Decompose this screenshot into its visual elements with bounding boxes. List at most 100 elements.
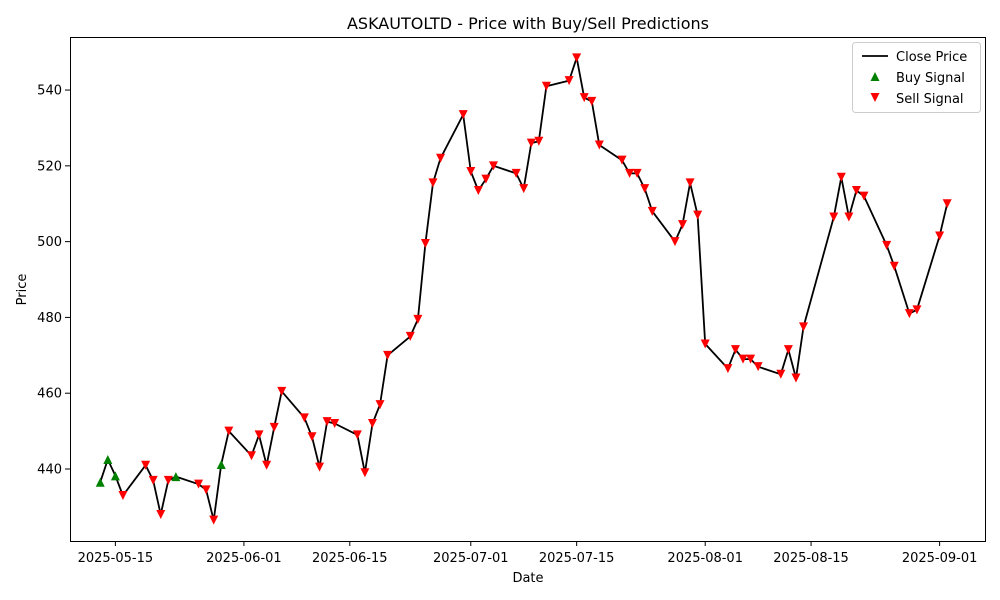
y-tick-label: 440: [37, 463, 62, 478]
sell-signal-marker: [163, 475, 173, 485]
sell-signal-marker: [458, 110, 468, 120]
sell-signal-marker: [466, 167, 476, 177]
sell-signal-marker: [405, 331, 415, 341]
sell-signal-marker: [935, 231, 945, 241]
y-tick-label: 540: [37, 84, 62, 99]
legend-close-label: Close Price: [896, 50, 967, 65]
series-layer: [95, 53, 952, 525]
x-tick-label: 2025-05-15: [78, 551, 154, 566]
sell-signal-marker: [352, 430, 362, 440]
sell-signal-marker: [678, 220, 688, 230]
legend-buy-marker: [870, 72, 880, 81]
sell-signal-marker: [836, 172, 846, 182]
sell-signal-marker: [118, 491, 128, 501]
sell-signal-marker: [534, 136, 544, 146]
y-axis-label: Price: [15, 274, 30, 306]
sell-signal-marker: [141, 460, 151, 470]
sell-signal-marker: [647, 206, 657, 216]
sell-signal-marker: [413, 314, 423, 324]
sell-signal-marker: [587, 96, 597, 106]
y-tick-label: 500: [37, 235, 62, 250]
x-tick-label: 2025-06-01: [206, 551, 282, 566]
chart-title: ASKAUTOLTD - Price with Buy/Sell Predict…: [347, 14, 709, 33]
sell-signal-marker: [383, 350, 393, 360]
sell-signal-marker: [632, 168, 642, 178]
sell-signal-marker: [746, 354, 756, 364]
sell-signal-marker: [473, 185, 483, 195]
sell-signal-marker: [799, 322, 809, 332]
sell-signal-marker: [420, 239, 430, 249]
sell-signal-marker: [315, 462, 325, 472]
sell-signal-marker: [738, 354, 748, 364]
sell-signal-marker: [307, 432, 317, 442]
axes-layer: 2025-05-15 2025-06-01 2025-06-15 2025-07-01…: [37, 84, 977, 566]
sell-signal-marker: [723, 364, 733, 374]
sell-signal-marker: [594, 140, 604, 150]
sell-signal-marker: [526, 138, 536, 148]
sell-signal-marker: [572, 53, 582, 63]
sell-signal-marker: [428, 178, 438, 188]
sell-signal-marker: [889, 261, 899, 271]
sell-signal-marker: [224, 426, 234, 436]
legend-box: [852, 42, 981, 113]
sell-signal-marker: [730, 345, 740, 355]
sell-signal-marker: [277, 386, 287, 396]
sell-signal-marker: [156, 509, 166, 519]
sell-signal-marker: [360, 468, 370, 478]
legend-sell-marker: [870, 93, 880, 102]
sell-signal-marker: [912, 305, 922, 315]
sell-signal-marker: [829, 212, 839, 222]
y-tick-label: 480: [37, 311, 62, 326]
legend-sell-label: Sell Signal: [896, 92, 964, 107]
buy-signal-marker: [110, 471, 120, 481]
sell-signal-marker: [299, 413, 309, 423]
legend-buy-label: Buy Signal: [896, 71, 965, 86]
x-axis-label: Date: [512, 571, 543, 586]
sell-signal-marker: [519, 184, 529, 194]
sell-signal-marker: [753, 362, 763, 372]
x-tick-label: 2025-06-15: [312, 551, 388, 566]
sell-signal-marker: [330, 419, 340, 429]
x-tick-label: 2025-07-01: [433, 551, 509, 566]
sell-signal-marker: [367, 419, 377, 429]
sell-signal-marker: [579, 93, 589, 103]
sell-signal-marker: [693, 210, 703, 220]
sell-signal-marker: [625, 168, 635, 178]
sell-signal-marker: [882, 240, 892, 250]
sell-signal-marker: [209, 515, 219, 525]
sell-signal-marker: [851, 185, 861, 195]
sell-signal-marker: [511, 168, 521, 178]
y-tick-label: 460: [37, 387, 62, 402]
sell-signal-marker: [269, 422, 279, 432]
buy-signal-marker: [103, 455, 113, 465]
sell-signal-marker: [481, 174, 491, 184]
sell-signal-marker: [436, 153, 446, 163]
sell-signal-marker: [564, 76, 574, 86]
sell-signal-marker: [322, 417, 332, 427]
sell-signal-marker: [640, 184, 650, 194]
sell-signal-marker: [685, 178, 695, 188]
buy-signal-marker: [216, 459, 226, 469]
y-tick-label: 520: [37, 159, 62, 174]
sell-signal-marker: [783, 345, 793, 355]
sell-signal-marker: [541, 81, 551, 91]
x-tick-label: 2025-08-15: [773, 551, 849, 566]
sell-signal-marker: [844, 212, 854, 222]
sell-signal-marker: [148, 475, 158, 485]
sell-signal-marker: [246, 451, 256, 461]
sell-signal-marker: [904, 309, 914, 319]
sell-signal-marker: [617, 155, 627, 165]
sell-signal-marker: [201, 485, 211, 495]
sell-signal-marker: [254, 430, 264, 440]
x-tick-label: 2025-08-01: [667, 551, 743, 566]
sell-signal-marker: [262, 460, 272, 470]
sell-signal-marker: [194, 479, 204, 489]
x-tick-label: 2025-07-15: [539, 551, 615, 566]
x-tick-label: 2025-09-01: [902, 551, 978, 566]
sell-signal-marker: [670, 237, 680, 247]
buy-signal-marker: [171, 472, 181, 482]
sell-signal-marker: [859, 191, 869, 201]
sell-signal-marker: [700, 339, 710, 349]
